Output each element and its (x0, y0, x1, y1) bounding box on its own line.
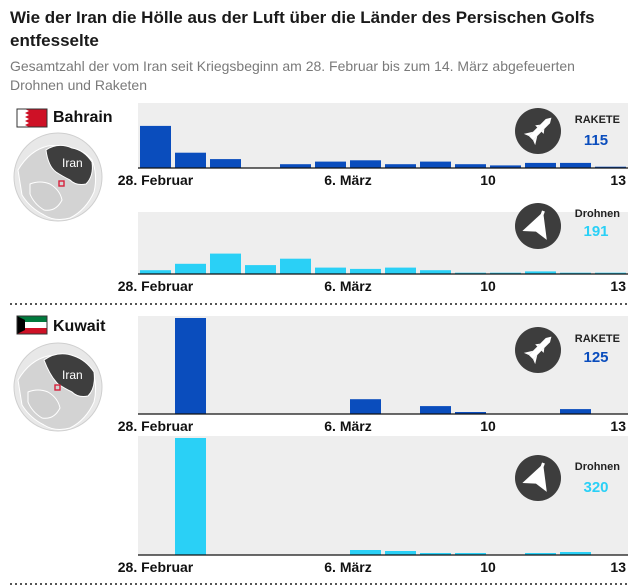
x-tick-label: 13 (610, 172, 626, 188)
x-tick-label: 10 (480, 418, 496, 434)
bar-01.03 (175, 318, 206, 414)
series-total: 125 (583, 349, 608, 366)
bar-05.03 (315, 267, 346, 274)
series-total: 115 (584, 132, 608, 149)
bar-02.03 (210, 253, 241, 274)
drone-icon (515, 203, 561, 249)
bar-09.03 (455, 412, 486, 414)
bar-06.03 (350, 550, 381, 555)
bar-06.03 (350, 399, 381, 414)
bar-04.03 (280, 164, 311, 168)
bar-02.03 (210, 159, 241, 168)
bar-10.03 (490, 272, 521, 274)
bar-28.02 (140, 270, 171, 274)
x-tick-label: 28. Februar (118, 559, 194, 575)
chart-subtitle: Gesamtzahl der vom Iran seit Kriegsbegin… (10, 58, 575, 93)
bar-01.03 (175, 152, 206, 168)
bar-12.03 (560, 409, 591, 414)
x-tick-label: 10 (480, 278, 496, 294)
bar-10.03 (490, 165, 521, 168)
map-label-iran: Iran (62, 368, 83, 382)
x-tick-label: 6. März (324, 418, 371, 434)
globe-map-bahrain: Iran (13, 132, 103, 222)
bar-01.03 (175, 438, 206, 555)
bar-09.03 (455, 164, 486, 168)
globe-map-kuwait: Iran (13, 342, 103, 432)
bar-05.03 (315, 161, 346, 168)
bar-11.03 (525, 162, 556, 168)
map-label-iran: Iran (62, 156, 83, 170)
bar-13.03 (595, 166, 626, 168)
bar-06.03 (350, 160, 381, 168)
panel-bahrain-drohnen: 28. Februar 6. März 10 13 Drohnen 191 (118, 203, 628, 294)
panel-kuwait-drohnen: 28. Februar 6. März 10 13 Drohnen 320 (118, 436, 628, 575)
panel-bahrain-rakete: 28. Februar 6. März 10 13 RAKETE 115 (118, 103, 628, 188)
bar-12.03 (560, 272, 591, 274)
bar-12.03 (560, 162, 591, 168)
bar-06.03 (350, 268, 381, 274)
series-label: Drohnen (575, 208, 621, 220)
drone-icon (515, 455, 561, 501)
bar-08.03 (420, 270, 451, 274)
bar-08.03 (420, 553, 451, 555)
plot-background (138, 436, 628, 555)
series-label: RAKETE (575, 114, 620, 126)
bar-07.03 (385, 267, 416, 274)
bar-07.03 (385, 551, 416, 555)
chart-title: Wie der Iran die Hölle aus der Luft über… (10, 8, 595, 50)
series-label: Drohnen (575, 461, 621, 473)
panel-kuwait-rakete: 28. Februar 6. März 10 13 RAKETE 125 (118, 316, 628, 434)
bar-13.03 (595, 272, 626, 274)
x-tick-label: 28. Februar (118, 418, 194, 434)
bar-08.03 (420, 161, 451, 168)
bahrain-flag (16, 108, 48, 128)
bar-04.03 (280, 258, 311, 274)
x-tick-label: 6. März (324, 278, 371, 294)
bahrain-marker (58, 180, 65, 187)
bar-08.03 (420, 406, 451, 414)
x-tick-label: 28. Februar (118, 278, 194, 294)
country-name-kuwait: Kuwait (53, 318, 106, 335)
bar-28.02 (140, 125, 171, 168)
series-total: 320 (583, 479, 608, 496)
bar-01.03 (175, 263, 206, 274)
series-label: RAKETE (575, 333, 620, 345)
bar-09.03 (455, 272, 486, 274)
x-tick-label: 13 (610, 559, 626, 575)
bar-03.03 (245, 265, 276, 274)
missile-icon (515, 108, 561, 154)
x-tick-label: 6. März (324, 172, 371, 188)
x-tick-label: 13 (610, 418, 626, 434)
kuwait-flag (16, 315, 48, 335)
missile-icon (515, 327, 561, 373)
x-tick-label: 6. März (324, 559, 371, 575)
kuwait-marker (54, 384, 61, 391)
bar-12.03 (560, 552, 591, 555)
x-tick-label: 10 (480, 559, 496, 575)
series-total: 191 (583, 223, 608, 240)
bar-11.03 (525, 271, 556, 274)
x-tick-label: 28. Februar (118, 172, 194, 188)
x-tick-label: 13 (610, 278, 626, 294)
bar-07.03 (385, 164, 416, 168)
country-name-bahrain: Bahrain (53, 109, 113, 126)
x-tick-label: 10 (480, 172, 496, 188)
bar-09.03 (455, 553, 486, 555)
bar-11.03 (525, 553, 556, 555)
